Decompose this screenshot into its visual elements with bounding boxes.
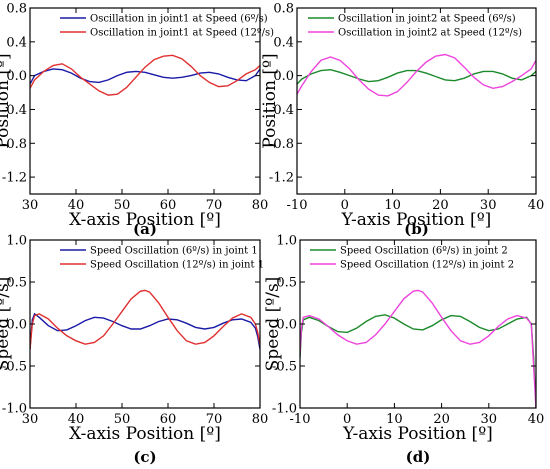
series-line-2: [30, 54, 260, 96]
legend-entry: Oscillation in joint2 at Speed (6º/s): [338, 14, 516, 25]
panel-3: 30 40 50 60 70 80 1.0 0.5 0.0 -0.5 -1.0 X-axis Posi…: [0, 234, 268, 467]
x-tick-label: 50: [114, 412, 131, 427]
x-axis-label: X-axis Position [º]: [69, 424, 221, 444]
y-tick-label: 0.4: [6, 35, 27, 50]
x-tick-label: 20: [433, 412, 450, 427]
y-tick-label: 0.0: [273, 69, 294, 84]
x-tick-label: 30: [481, 412, 498, 427]
legend-entry: Oscillation in joint1 at Speed (12º/s): [90, 28, 274, 39]
series-line-1: [300, 314, 536, 408]
legend-entry: Oscillation in joint1 at Speed (6º/s): [90, 14, 268, 25]
x-axis-label: Y-axis Position [º]: [341, 210, 492, 230]
x-tick-label: 30: [480, 198, 497, 213]
y-tick-label: -1.2: [2, 171, 27, 186]
x-tick-label: 70: [206, 412, 223, 427]
legend-entry: Speed Oscillation (6º/s) in joint 1: [90, 246, 258, 257]
y-tick-label: -0.4: [269, 103, 294, 118]
x-tick-label: 80: [252, 198, 269, 213]
y-axis-label: Speed [º/s]: [0, 277, 13, 372]
x-tick-label: 30: [22, 198, 39, 213]
x-tick-label: 40: [68, 412, 85, 427]
panel-label: (b): [404, 220, 429, 238]
x-tick-label: 80: [252, 412, 269, 427]
panel-2: -10 0 10 20 30 40 0.8 0.4 0.0 -0.4 -0.8 -1.2 Y-axis …: [260, 2, 544, 239]
x-tick-label: 60: [160, 412, 177, 427]
x-tick-label: -10: [287, 198, 308, 213]
x-tick-label: 40: [528, 412, 545, 427]
x-axis-label: Y-axis Position [º]: [342, 424, 493, 444]
x-tick-label: 20: [432, 198, 449, 213]
series-line-1: [30, 312, 260, 350]
y-tick-label: 1.0: [6, 234, 27, 249]
y-tick-label: -0.8: [2, 137, 27, 152]
y-axis-label: Position [º]: [0, 53, 13, 148]
x-tick-label: 40: [68, 198, 85, 213]
x-tick-label: 0: [341, 198, 349, 213]
x-tick-label: 70: [206, 198, 223, 213]
legend-entry: Speed Oscillation (6º/s) in joint 2: [340, 246, 508, 257]
y-tick-label: -1.0: [2, 402, 27, 417]
y-tick-label: -1.0: [272, 402, 297, 417]
y-tick-label: -0.5: [2, 360, 27, 375]
y-tick-label: 0.8: [273, 2, 294, 17]
y-tick-label: -0.4: [2, 103, 27, 118]
plot-frame: [296, 7, 537, 195]
x-tick-label: 0: [343, 412, 351, 427]
y-tick-label: 0.0: [276, 318, 297, 333]
legend-entry: Speed Oscillation (12º/s) in joint 1: [90, 260, 264, 271]
y-tick-label: 1.0: [276, 234, 297, 249]
y-tick-label: -0.5: [272, 360, 297, 375]
x-tick-label: 10: [386, 412, 403, 427]
plot-frame: [29, 7, 261, 195]
x-tick-label: 50: [114, 198, 131, 213]
y-tick-label: 0.8: [6, 2, 27, 17]
panel-label: (a): [133, 220, 157, 238]
x-axis-label: X-axis Position [º]: [69, 210, 221, 230]
y-tick-label: 0.0: [6, 69, 27, 84]
panel-1: 30 40 50 60 70 80 0.8 0.4 0.0 -0.4 -0.8 -1.2 X-axis …: [0, 2, 274, 239]
legend-entry: Oscillation in joint2 at Speed (12º/s): [338, 28, 522, 39]
series-line-2: [297, 53, 536, 97]
y-tick-label: 0.5: [276, 276, 297, 291]
y-axis-label: Speed [º/s]: [263, 277, 283, 372]
x-tick-label: 40: [528, 198, 545, 213]
panel-label: (d): [406, 448, 431, 466]
x-tick-label: 60: [160, 198, 177, 213]
series-line-1: [30, 68, 260, 85]
series-line-2: [30, 289, 260, 350]
y-tick-label: 0.0: [6, 318, 27, 333]
y-tick-label: 0.4: [273, 35, 294, 50]
legend-entry: Speed Oscillation (12º/s) in joint 2: [340, 260, 514, 271]
x-tick-label: 10: [384, 198, 401, 213]
y-tick-label: -1.2: [269, 171, 294, 186]
panel-label: (c): [133, 448, 156, 466]
x-tick-label: 30: [22, 412, 39, 427]
y-tick-label: 0.5: [6, 276, 27, 291]
panel-4: -10 0 10 20 30 40 1.0 0.5 0.0 -0.5 -1.0 Y-axis Posi…: [263, 234, 544, 467]
y-tick-label: -0.8: [269, 137, 294, 152]
x-tick-label: -10: [290, 412, 311, 427]
y-axis-label: Position [º]: [260, 53, 280, 148]
series-line-2: [300, 289, 536, 408]
